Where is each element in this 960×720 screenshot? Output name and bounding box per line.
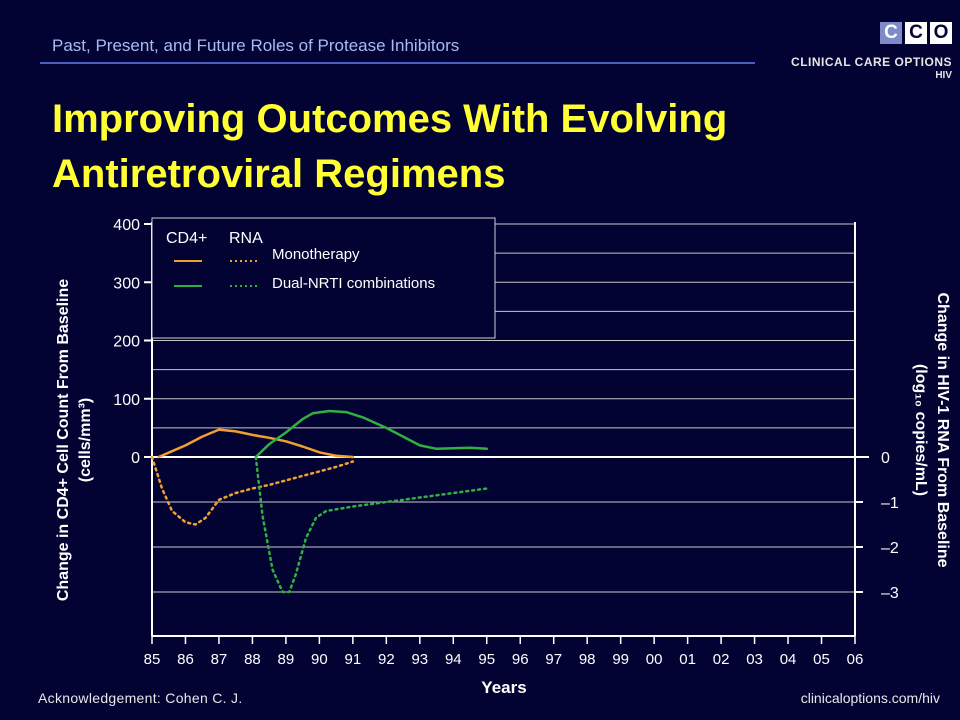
y-tick-label-right: 0 xyxy=(881,450,890,467)
logo-letter-3: O xyxy=(930,22,952,44)
x-tick-label: 86 xyxy=(177,651,194,668)
header-divider xyxy=(40,62,755,64)
y-tick-label-right: –2 xyxy=(881,540,899,557)
logo-letter-2: C xyxy=(905,22,927,44)
x-tick-label: 94 xyxy=(445,651,462,668)
y-tick-label-right: –3 xyxy=(881,585,899,602)
logo-name: CLINICAL CARE OPTIONS xyxy=(791,55,952,69)
x-tick-label: 91 xyxy=(345,651,362,668)
legend-box xyxy=(151,217,496,339)
series-line-1 xyxy=(150,455,355,526)
x-tick-label: 04 xyxy=(780,651,797,668)
x-tick-label: 01 xyxy=(679,651,696,668)
y-axis-right-title-line2: (log₁₀ copies/mL) xyxy=(912,364,929,496)
logo-subtitle: HIV xyxy=(935,70,952,81)
legend-header-cd4: CD4+ xyxy=(166,230,207,247)
y-tick-label-left: 100 xyxy=(113,392,140,409)
x-tick-label: 97 xyxy=(545,651,562,668)
x-tick-label: 93 xyxy=(411,651,428,668)
series-line-0 xyxy=(157,428,355,459)
site-link[interactable]: clinicaloptions.com/hiv xyxy=(800,690,940,706)
slide-title-line-1: Improving Outcomes With Evolving xyxy=(52,97,728,141)
x-tick-label: 89 xyxy=(278,651,295,668)
x-tick-label: 95 xyxy=(478,651,495,668)
chart-legend: CD4+ RNA Monotherapy Dual-NRTI combinati… xyxy=(151,217,496,339)
legend-entry-dual-nrti: Dual-NRTI combinations xyxy=(272,275,435,292)
logo-mark: C C O xyxy=(880,22,952,44)
y-axis-left-title-line1: Change in CD4+ Cell Count From Baseline xyxy=(55,279,72,601)
acknowledgement: Acknowledgement: Cohen C. J. xyxy=(38,690,243,706)
header-subtitle: Past, Present, and Future Roles of Prote… xyxy=(52,36,460,55)
x-tick-label: 98 xyxy=(579,651,596,668)
x-tick-label: 92 xyxy=(378,651,395,668)
x-tick-label: 02 xyxy=(713,651,730,668)
legend-header-rna: RNA xyxy=(229,230,263,247)
y-axis-right-title: Change in HIV-1 RNA From Baseline (log₁₀… xyxy=(912,292,951,567)
logo-letter-1: C xyxy=(880,22,902,44)
x-tick-label: 88 xyxy=(244,651,261,668)
x-tick-label: 87 xyxy=(211,651,228,668)
y-tick-label-left: 200 xyxy=(113,334,140,351)
x-tick-label: 06 xyxy=(847,651,864,668)
y-axis-left-title: Change in CD4+ Cell Count From Baseline … xyxy=(55,279,94,601)
x-tick-label: 90 xyxy=(311,651,328,668)
y-tick-label-left: 300 xyxy=(113,275,140,292)
series-line-2 xyxy=(254,409,489,459)
y-axis-right-title-line1: Change in HIV-1 RNA From Baseline xyxy=(934,292,951,567)
y-axis-left-title-line2: (cells/mm³) xyxy=(77,398,94,482)
slide-title-line-2: Antiretroviral Regimens xyxy=(52,152,506,196)
series-line-3 xyxy=(254,455,489,594)
x-tick-label: 96 xyxy=(512,651,529,668)
chart-series xyxy=(150,409,489,594)
x-tick-label: 85 xyxy=(144,651,161,668)
slide-title: Improving Outcomes With Evolving Antiret… xyxy=(52,92,912,202)
x-axis-title: Years xyxy=(481,678,526,697)
y-tick-label-left: 400 xyxy=(113,217,140,234)
y-tick-label-right: –1 xyxy=(881,495,899,512)
x-tick-label: 99 xyxy=(612,651,629,668)
x-tick-label: 03 xyxy=(746,651,763,668)
x-tick-label: 00 xyxy=(646,651,663,668)
x-tick-label: 05 xyxy=(813,651,830,668)
y-tick-label-left: 0 xyxy=(131,450,140,467)
legend-entry-monotherapy: Monotherapy xyxy=(272,246,360,263)
